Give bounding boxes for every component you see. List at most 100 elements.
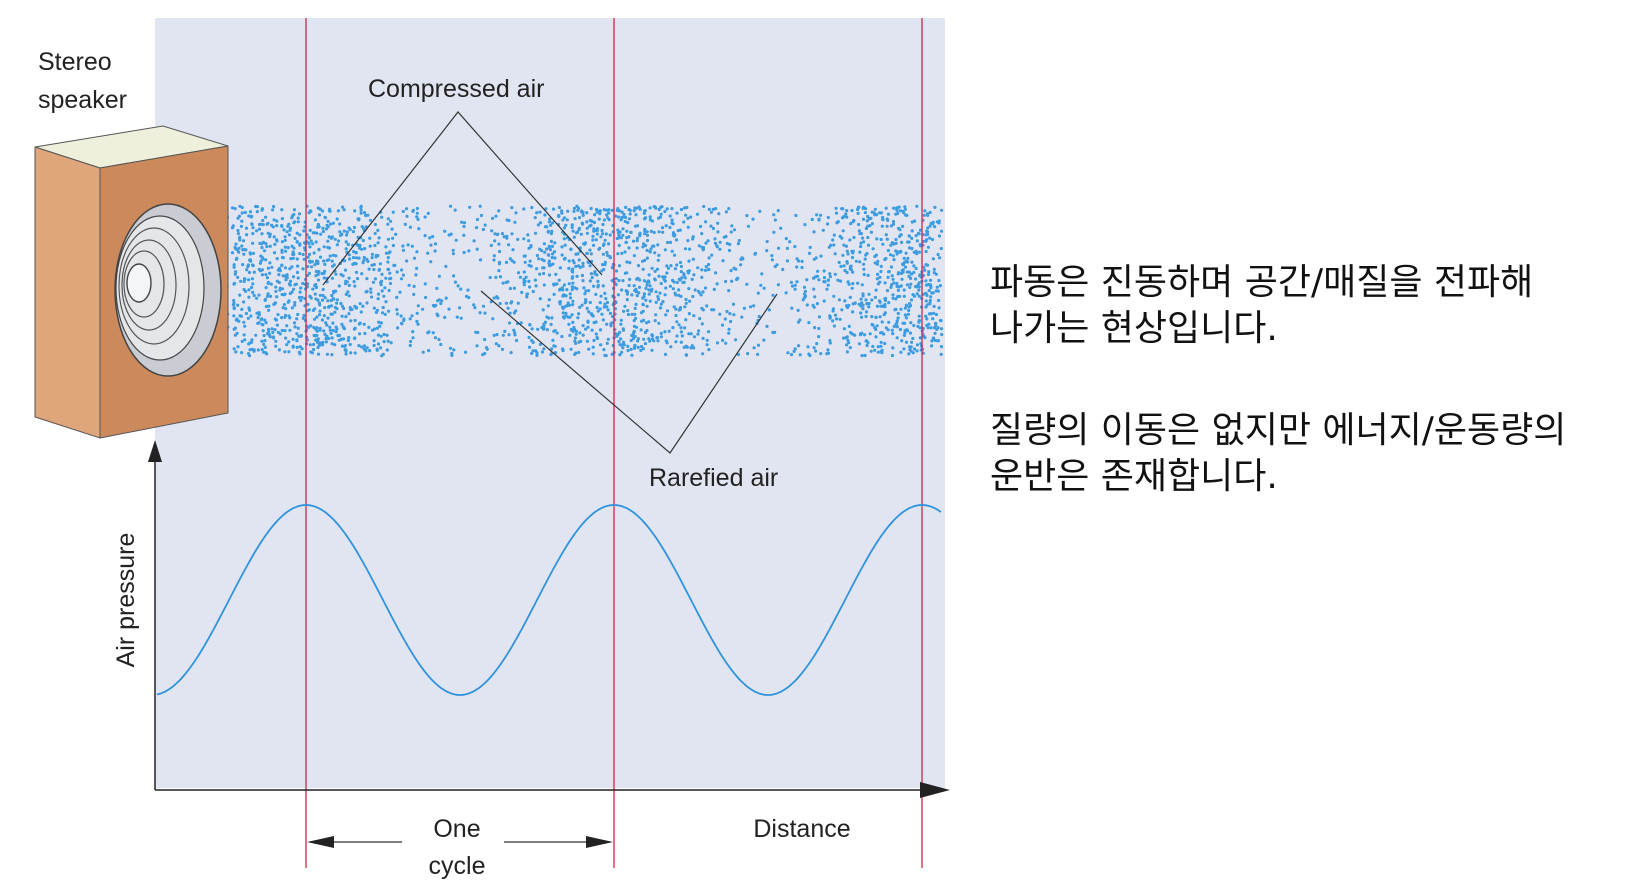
air-particle: [925, 293, 929, 297]
air-particle: [679, 294, 683, 298]
air-particle: [641, 267, 645, 271]
air-particle: [885, 217, 889, 221]
air-particle: [380, 311, 385, 315]
air-particle: [599, 235, 603, 239]
air-particle: [933, 331, 937, 335]
air-particle: [825, 352, 829, 356]
air-particle: [845, 335, 849, 339]
air-particle: [875, 324, 879, 328]
air-particle: [633, 312, 637, 316]
air-particle: [316, 298, 320, 302]
air-particle: [344, 279, 348, 283]
air-particle: [264, 273, 268, 277]
air-particle: [234, 350, 238, 354]
air-particle: [426, 211, 430, 215]
air-particle: [802, 285, 807, 289]
air-particle: [322, 314, 326, 318]
air-particle: [305, 273, 310, 278]
air-particle: [313, 334, 317, 338]
air-particle: [257, 311, 261, 315]
air-particle: [903, 306, 908, 310]
y-axis-label: Air pressure: [112, 533, 140, 668]
air-particle: [849, 222, 853, 226]
air-particle: [648, 250, 652, 254]
air-particle: [577, 258, 581, 262]
air-particle: [344, 240, 348, 244]
air-particle: [858, 260, 862, 264]
air-particle: [605, 213, 609, 217]
air-particle: [335, 301, 339, 305]
air-particle: [580, 303, 584, 307]
air-particle: [291, 250, 295, 254]
air-particle: [625, 298, 629, 302]
air-particle: [852, 235, 856, 240]
air-particle: [924, 233, 928, 237]
air-particle: [740, 315, 744, 319]
air-particle: [272, 235, 276, 239]
air-particle: [677, 288, 681, 292]
air-particle: [415, 311, 419, 315]
air-particle: [476, 330, 480, 335]
air-particle: [452, 274, 456, 278]
air-particle: [657, 321, 661, 325]
air-particle: [914, 284, 918, 289]
air-particle: [234, 242, 238, 246]
air-particle: [870, 298, 874, 302]
air-particle: [841, 336, 846, 340]
air-particle: [250, 277, 254, 281]
air-particle: [557, 213, 561, 218]
air-particle: [555, 331, 559, 335]
air-particle: [525, 292, 529, 296]
air-particle: [352, 250, 356, 254]
air-particle: [674, 340, 678, 344]
air-particle: [314, 285, 318, 289]
air-particle: [725, 309, 729, 314]
air-particle: [701, 352, 705, 356]
air-particle: [563, 256, 567, 260]
air-particle: [669, 264, 673, 268]
air-particle: [880, 351, 884, 355]
air-particle: [638, 278, 642, 282]
air-particle: [347, 276, 351, 280]
air-particle: [679, 326, 683, 330]
air-particle: [846, 338, 850, 342]
air-particle: [343, 344, 347, 348]
air-particle: [560, 305, 565, 309]
air-particle: [264, 215, 268, 219]
air-particle: [479, 213, 483, 218]
air-particle: [307, 271, 311, 275]
air-particle: [776, 209, 780, 213]
air-particle: [377, 267, 381, 272]
air-particle: [862, 262, 866, 266]
air-particle: [362, 347, 366, 351]
air-particle: [663, 275, 667, 279]
air-particle: [676, 229, 680, 233]
air-particle: [321, 226, 325, 230]
air-particle: [857, 229, 862, 233]
air-particle: [634, 316, 638, 320]
air-particle: [619, 236, 623, 240]
air-particle: [261, 223, 265, 227]
air-particle: [865, 302, 870, 306]
air-particle: [609, 324, 613, 328]
air-particle: [234, 270, 238, 274]
air-particle: [561, 347, 565, 351]
air-particle: [273, 242, 277, 246]
compressed-air-label: Compressed air: [368, 75, 544, 103]
air-particle: [859, 241, 863, 245]
air-particle: [712, 287, 716, 291]
air-particle: [283, 350, 287, 354]
air-particle: [891, 293, 895, 297]
air-particle: [283, 238, 287, 242]
air-particle: [306, 255, 310, 259]
air-particle: [451, 248, 455, 252]
air-particle: [233, 333, 237, 337]
air-particle: [622, 343, 626, 347]
air-particle: [862, 205, 866, 209]
air-particle: [233, 326, 237, 330]
air-particle: [239, 224, 243, 228]
air-particle: [357, 344, 361, 348]
air-particle: [550, 229, 554, 233]
air-particle: [892, 258, 896, 262]
air-particle: [850, 208, 854, 213]
